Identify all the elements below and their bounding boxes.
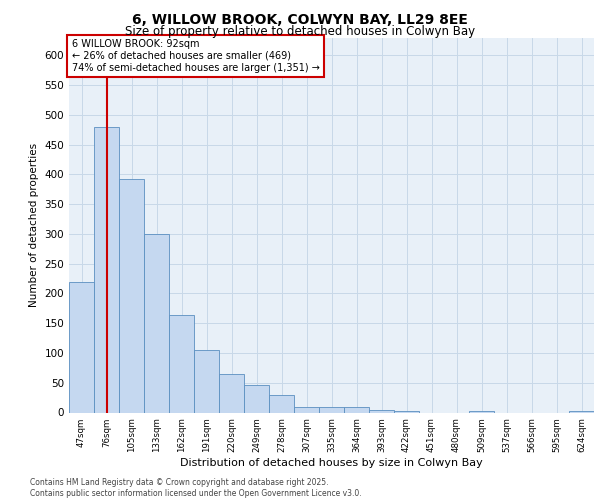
Bar <box>244 384 269 412</box>
Bar <box>144 234 169 412</box>
Text: 6, WILLOW BROOK, COLWYN BAY, LL29 8EE: 6, WILLOW BROOK, COLWYN BAY, LL29 8EE <box>132 12 468 26</box>
Y-axis label: Number of detached properties: Number of detached properties <box>29 143 39 307</box>
Text: Size of property relative to detached houses in Colwyn Bay: Size of property relative to detached ho… <box>125 25 475 38</box>
Text: Contains HM Land Registry data © Crown copyright and database right 2025.
Contai: Contains HM Land Registry data © Crown c… <box>30 478 362 498</box>
Bar <box>344 406 369 412</box>
X-axis label: Distribution of detached houses by size in Colwyn Bay: Distribution of detached houses by size … <box>180 458 483 468</box>
Bar <box>569 410 594 412</box>
Bar <box>294 406 319 412</box>
Bar <box>369 410 394 412</box>
Text: 6 WILLOW BROOK: 92sqm
← 26% of detached houses are smaller (469)
74% of semi-det: 6 WILLOW BROOK: 92sqm ← 26% of detached … <box>71 40 320 72</box>
Bar <box>319 406 344 412</box>
Bar <box>469 410 494 412</box>
Bar <box>219 374 244 412</box>
Bar <box>194 350 219 412</box>
Bar <box>94 127 119 412</box>
Bar <box>394 410 419 412</box>
Bar <box>119 178 144 412</box>
Bar <box>169 316 194 412</box>
Bar <box>69 282 94 412</box>
Bar <box>269 394 294 412</box>
